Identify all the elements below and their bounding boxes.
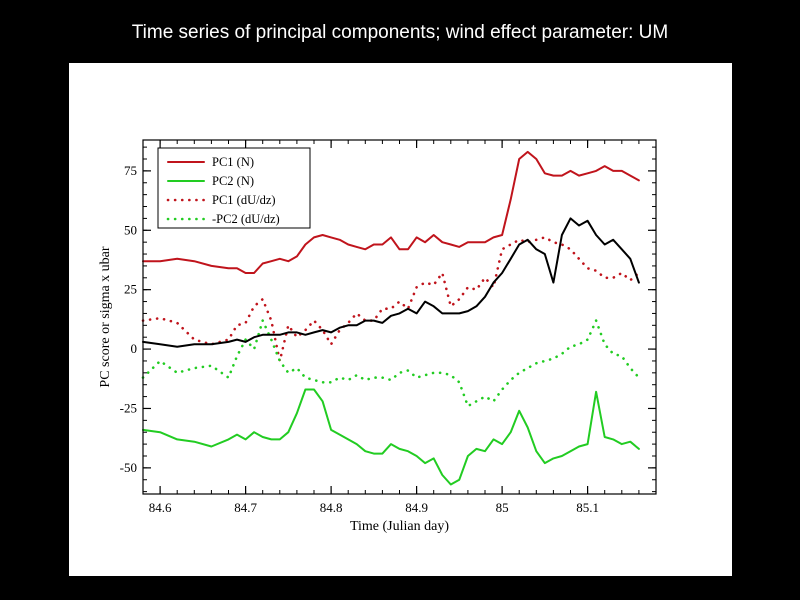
x-tick-label: 84.7: [234, 500, 257, 515]
y-tick-label: 25: [124, 282, 137, 297]
x-tick-label: 84.6: [149, 500, 172, 515]
series-line-pc1-n: [142, 150, 640, 274]
legend-label: PC1 (N): [212, 155, 254, 169]
x-axis-label: Time (Julian day): [350, 519, 449, 534]
series-line-pc2-du-dz: [141, 319, 641, 408]
legend-label: PC1 (dU/dz): [212, 193, 276, 207]
series-layer: [141, 150, 641, 486]
y-tick-label: -50: [120, 460, 137, 475]
y-tick-label: 50: [124, 222, 137, 237]
x-tick-label: 84.9: [405, 500, 428, 515]
x-tick-label: 85.1: [576, 500, 599, 515]
legend: PC1 (N) PC2 (N) PC1 (dU/dz) -PC2 (dU/dz): [157, 147, 311, 229]
x-tick-label: 85: [496, 500, 509, 515]
x-tick-label: 84.8: [320, 500, 343, 515]
y-tick-label: 75: [124, 163, 137, 178]
legend-label: -PC2 (dU/dz): [212, 212, 280, 226]
series-line-black: [142, 217, 640, 348]
axes-layer: 84.6 84.7 84.8 84.9 85 85.1 -50 -25 0 25 50 75 Time …: [98, 139, 657, 534]
series-line-pc1-du-dz: [141, 236, 641, 363]
y-axis-label: PC score or sigma x ubar: [98, 246, 113, 387]
y-tick-label: 0: [131, 341, 138, 356]
slide-title: Time series of principal components; win…: [131, 22, 669, 43]
legend-label: PC2 (N): [212, 174, 254, 188]
series-line-pc2-n: [142, 388, 640, 486]
y-tick-label: -25: [120, 400, 137, 415]
